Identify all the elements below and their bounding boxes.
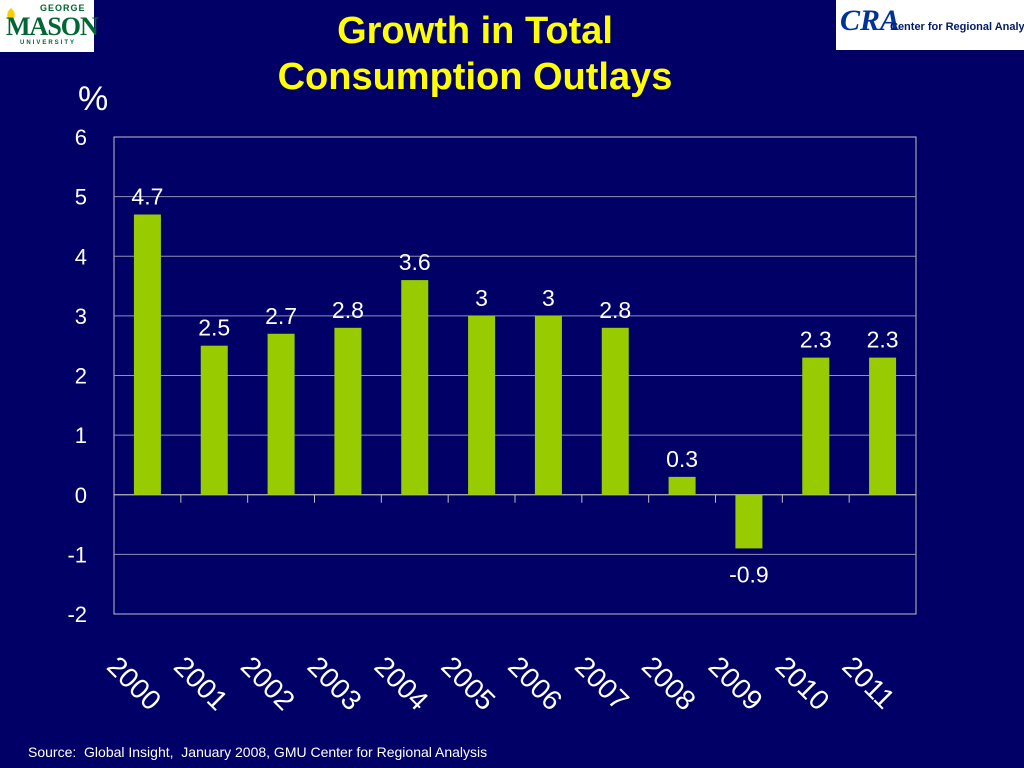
- bar: [802, 357, 830, 495]
- cra-logo: CRA Center for Regional Analysis: [836, 0, 1024, 50]
- y-tick-label: 6: [75, 125, 87, 150]
- data-label: 3: [475, 285, 488, 311]
- y-axis-unit-label: %: [78, 80, 109, 118]
- gmu-logo: GEORGE MASON UNIVERSITY: [0, 0, 99, 52]
- data-label: 2.7: [265, 303, 297, 329]
- bar: [334, 327, 362, 495]
- x-tick-label: 2009: [703, 650, 769, 716]
- cra-mark: CRA: [840, 4, 901, 37]
- bar: [869, 357, 897, 495]
- logo-text-bottom: UNIVERSITY: [20, 40, 77, 46]
- x-tick-label: 2005: [435, 650, 501, 716]
- bar: [468, 315, 496, 495]
- data-label: 3: [542, 285, 555, 311]
- x-tick-label: 2002: [235, 650, 301, 716]
- x-tick-label: 2011: [836, 650, 901, 715]
- logo-text-main: MASON: [6, 12, 99, 41]
- chart-title-line-2: Consumption Outlays: [277, 56, 673, 98]
- cra-logo-text: Center for Regional Analysis: [890, 21, 1024, 33]
- data-label: 2.8: [599, 297, 631, 323]
- y-tick-label: 3: [75, 304, 87, 329]
- bar: [668, 476, 696, 495]
- chart-title-line-1: Growth in Total: [337, 10, 613, 52]
- data-label: 4.7: [131, 184, 163, 210]
- source-note: Source: Global Insight, January 2008, GM…: [28, 744, 488, 760]
- y-tick-label: 1: [75, 423, 87, 448]
- x-tick-label: 2003: [302, 650, 368, 716]
- x-tick-label: 2008: [636, 650, 702, 716]
- leaf-icon: [7, 8, 15, 22]
- y-tick-label: -2: [67, 602, 87, 627]
- bar: [200, 345, 228, 495]
- x-tick-label: 2010: [770, 650, 836, 716]
- bar: [534, 315, 562, 495]
- data-label: 2.8: [332, 297, 364, 323]
- logo-text-top: GEORGE: [40, 3, 86, 13]
- data-label: -0.9: [729, 561, 769, 587]
- x-tick-label: 2000: [101, 650, 167, 716]
- data-label: 2.3: [800, 327, 832, 353]
- data-label: 3.6: [399, 249, 431, 275]
- y-tick-label: 2: [75, 364, 87, 389]
- y-tick-label: 0: [75, 483, 87, 508]
- y-tick-label: 5: [75, 185, 87, 210]
- bar: [401, 280, 429, 495]
- y-tick-label: 4: [75, 244, 87, 269]
- bar: [735, 494, 763, 549]
- data-label: 2.5: [198, 315, 230, 341]
- bar: [267, 333, 295, 495]
- chart-title: Growth in Total Consumption Outlays: [160, 8, 790, 100]
- x-tick-label: 2004: [369, 650, 435, 716]
- data-label: 0.3: [666, 446, 698, 472]
- x-tick-label: 2006: [502, 650, 568, 716]
- bar: [133, 214, 161, 495]
- y-tick-label: -1: [67, 542, 87, 567]
- bar: [601, 327, 629, 495]
- data-label: 2.3: [867, 327, 899, 353]
- x-tick-label: 2001: [168, 650, 234, 716]
- x-tick-label: 2007: [569, 650, 635, 716]
